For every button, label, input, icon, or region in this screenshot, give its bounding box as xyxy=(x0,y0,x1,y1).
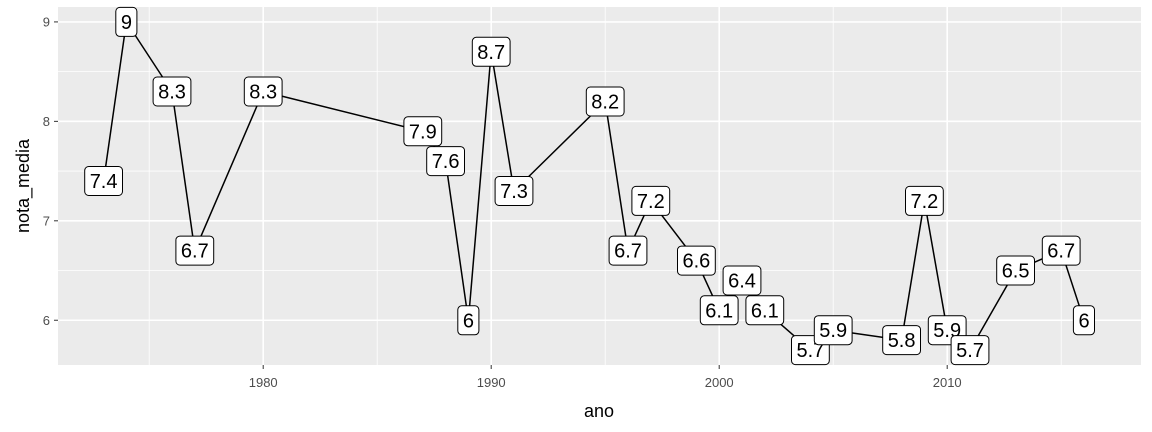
data-label-text: 8.3 xyxy=(249,82,277,104)
data-label-box xyxy=(457,305,480,336)
data-label-text: 6.4 xyxy=(728,270,756,292)
data-label: 6.7 xyxy=(175,235,215,266)
data-label: 9 xyxy=(115,6,138,37)
data-label-text: 7.2 xyxy=(637,191,665,213)
data-label-text: 6.7 xyxy=(614,241,642,263)
data-label-box xyxy=(608,235,648,266)
x-tick-label: 2000 xyxy=(705,375,734,390)
data-label-text: 7.2 xyxy=(910,191,938,213)
data-label-box xyxy=(426,146,466,177)
data-label-text: 7.9 xyxy=(409,121,437,143)
data-label-box xyxy=(494,176,534,206)
data-label: 6.7 xyxy=(1041,235,1081,266)
data-label: 5.9 xyxy=(813,315,853,346)
data-label-text: 5.7 xyxy=(956,340,984,362)
data-label-box xyxy=(403,116,443,147)
data-label-box xyxy=(243,76,283,107)
data-label-box xyxy=(84,166,123,196)
data-label-text: 8.7 xyxy=(477,42,505,64)
data-label: 6.6 xyxy=(677,245,716,276)
data-label-box xyxy=(631,185,671,216)
data-label-text: 6.5 xyxy=(1002,261,1030,283)
data-label-box xyxy=(699,295,739,326)
data-label: 6 xyxy=(1072,305,1096,336)
data-label: 7.2 xyxy=(631,185,671,216)
data-label: 8.3 xyxy=(152,76,192,107)
data-label-text: 6.7 xyxy=(181,241,209,263)
data-label-box xyxy=(950,335,990,366)
data-label-box xyxy=(585,86,625,117)
data-label-text: 6.1 xyxy=(751,300,779,322)
data-label-box xyxy=(471,36,511,67)
data-label: 7.4 xyxy=(84,166,123,196)
data-label-text: 6 xyxy=(1078,310,1089,332)
data-label-box xyxy=(882,325,922,356)
y-tick-label: 9 xyxy=(43,14,50,29)
x-axis-title: ano xyxy=(584,401,614,421)
data-label-box xyxy=(152,76,192,107)
data-label: 8.7 xyxy=(471,36,511,67)
data-label-text: 9 xyxy=(121,12,132,34)
x-tick-label: 2010 xyxy=(933,375,962,390)
data-label: 6.5 xyxy=(996,255,1036,286)
data-label-box xyxy=(1041,235,1081,266)
x-tick-label: 1980 xyxy=(249,375,278,390)
data-label-text: 7.4 xyxy=(90,171,118,193)
data-label-box xyxy=(1072,305,1096,336)
y-tick-label: 8 xyxy=(43,114,50,129)
data-label-box xyxy=(905,185,944,216)
data-labels-group: 7.4 9 8.3 6.7 8.3 7.9 7.6 6 8.7 7.3 8.2 6.7 7.2 6.6 6.… xyxy=(84,6,1096,366)
data-label: 6.1 xyxy=(745,295,785,326)
data-label-text: 5.8 xyxy=(888,330,916,352)
y-axis-title: nota_media xyxy=(13,138,34,233)
data-label-box xyxy=(115,6,138,37)
data-label: 7.2 xyxy=(905,185,944,216)
x-tick-label: 1990 xyxy=(477,375,506,390)
data-label: 7.9 xyxy=(403,116,443,147)
data-label-box xyxy=(175,235,215,266)
data-label-text: 6.1 xyxy=(705,300,733,322)
data-label-text: 7.6 xyxy=(432,151,460,173)
data-label-text: 6 xyxy=(463,310,474,332)
data-label: 8.3 xyxy=(243,76,283,107)
data-label-box xyxy=(813,315,853,346)
data-label: 6.7 xyxy=(608,235,648,266)
data-label-text: 7.3 xyxy=(500,181,528,203)
data-label-text: 8.3 xyxy=(158,82,186,104)
data-label-text: 6.6 xyxy=(682,251,710,273)
data-label-box xyxy=(745,295,785,326)
data-label-box xyxy=(722,265,762,296)
data-label-text: 5.7 xyxy=(796,340,824,362)
axes: 1980 1990 2000 2010 6 7 8 9 xyxy=(43,14,962,390)
data-label: 5.8 xyxy=(882,325,922,356)
series-line-group xyxy=(102,21,1085,351)
series-line xyxy=(102,21,1085,351)
data-label-text: 8.2 xyxy=(591,91,619,113)
data-label: 6 xyxy=(457,305,480,336)
data-label: 7.3 xyxy=(494,176,534,206)
data-label: 6.4 xyxy=(722,265,762,296)
minor-gridlines xyxy=(58,7,1141,365)
data-label-box xyxy=(677,245,716,276)
data-label: 5.7 xyxy=(950,335,990,366)
plot-panel xyxy=(58,7,1141,365)
data-label: 6.1 xyxy=(699,295,739,326)
data-label: 7.6 xyxy=(426,146,466,177)
y-tick-label: 6 xyxy=(43,313,50,328)
data-label-text: 6.7 xyxy=(1047,241,1075,263)
y-tick-label: 7 xyxy=(43,213,50,228)
data-label: 8.2 xyxy=(585,86,625,117)
data-label-box xyxy=(996,255,1036,286)
data-label-text: 5.9 xyxy=(819,320,847,342)
